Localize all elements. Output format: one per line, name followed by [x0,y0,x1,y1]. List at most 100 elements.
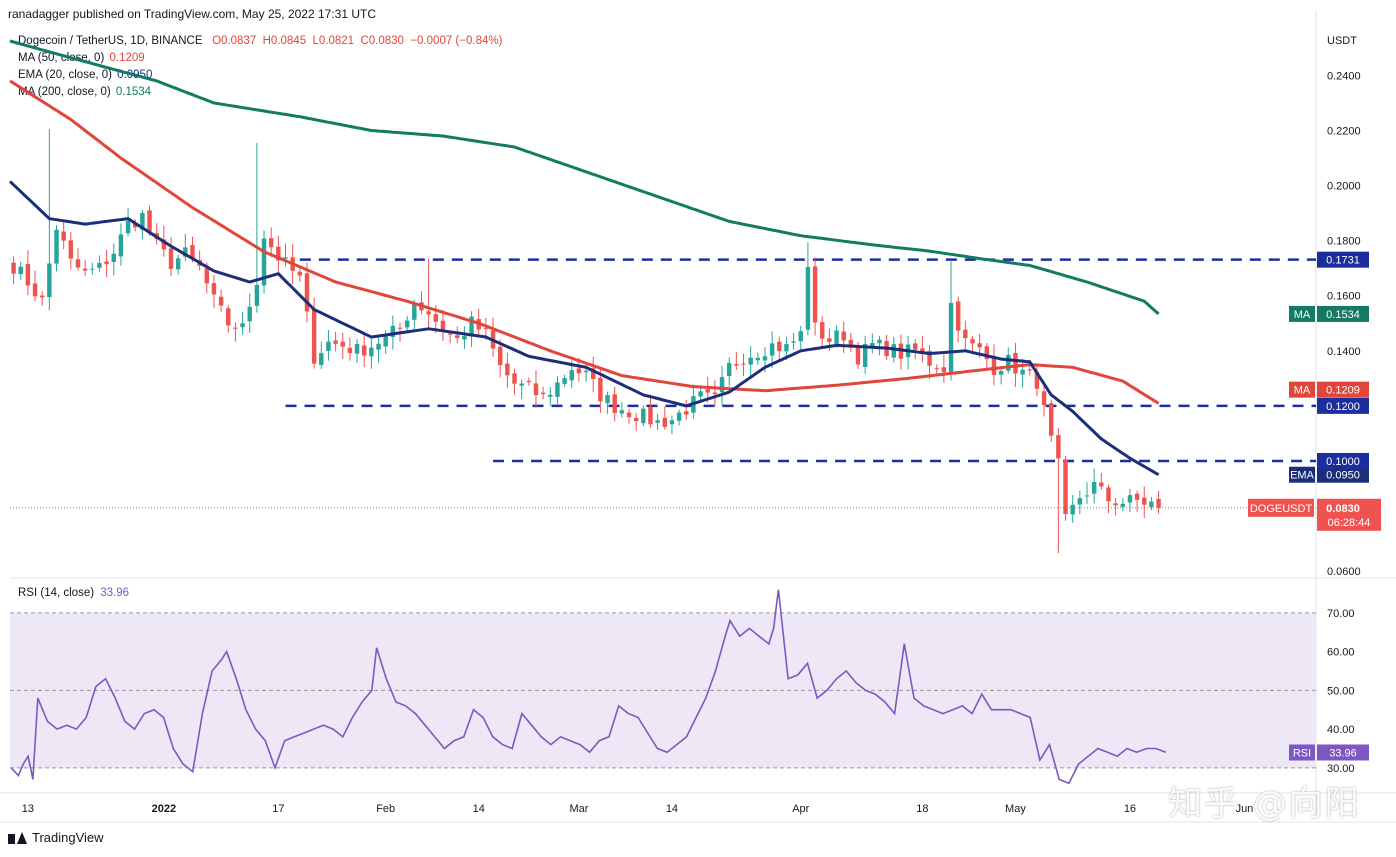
candle-body [741,363,746,365]
open-value: O0.0837 [212,35,257,47]
rsi-tick-label: 70.00 [1327,608,1355,620]
candle-body [1099,482,1104,487]
candle-body [791,341,796,343]
ma50-value: 0.1209 [109,52,145,64]
candle-body [669,420,675,425]
candle-body [719,377,725,393]
candle-body [583,370,589,373]
candle-body [569,370,574,381]
ma200-label: MA (200, close, 0) [18,86,111,98]
candle-body [397,327,403,329]
axis-tag-value: 0.1209 [1326,385,1360,397]
level-tag-label: 0.1200 [1326,401,1360,413]
rsi-value: 33.96 [100,587,130,599]
candle-body [633,417,639,422]
candle-body [662,417,668,427]
candle-body [913,343,918,350]
rsi-tick-label: 30.00 [1327,763,1355,775]
candle-body [11,262,16,274]
candle-body [755,357,761,361]
price-tick-label: 0.2200 [1327,126,1361,138]
candle-body [1156,498,1161,508]
countdown-label: 06:28:44 [1328,517,1371,529]
candle-body [1027,369,1032,371]
current-price-tag-bg [1317,498,1381,531]
candle-body [118,234,124,257]
price-tick-label: 0.2000 [1327,181,1361,193]
candle-body [90,268,95,270]
candle-body [268,238,274,248]
close-value: C0.0830 [360,35,404,47]
axis-tag: MA 0.1209 [1289,381,1369,398]
candle-body [68,240,74,259]
level-tag-label: 0.1731 [1326,255,1360,267]
candle-body [383,334,388,347]
candle-body [512,373,517,384]
candle-body [655,420,660,423]
candle-body [941,367,947,373]
candle-body [1077,498,1083,505]
axis-tag-label: MA [1294,385,1311,397]
ma200-legend[interactable]: MA (200, close, 0) 0.1534 [18,86,151,98]
candle-body [168,248,174,269]
candle-body [1006,354,1011,371]
candle-body [934,368,939,370]
candle-body [612,394,617,413]
candle-body [891,344,897,358]
candle-body [726,363,732,377]
price-tick-label: 0.0600 [1327,566,1361,578]
candle-body [97,262,102,268]
candle-body [226,308,231,326]
candle-body [684,411,689,415]
axis-tag: EMA 0.0950 [1289,466,1369,483]
candle-body [977,343,982,348]
candle-body [426,311,431,315]
candle-body [1142,497,1147,505]
candle-body [784,344,789,352]
level-tag-bg [1317,397,1369,414]
rsi-legend[interactable]: RSI (14, close) 33.96 [18,587,129,599]
candle-body [47,263,52,298]
candle-body [304,273,310,312]
time-tick-label: 13 [22,803,34,815]
candle-body [827,338,832,342]
candle-body [955,301,961,331]
change-value: −0.0007 (−0.84%) [410,35,503,47]
candle-body [1013,352,1018,374]
price-axis-unit: USDT [1327,35,1357,47]
candle-body [183,247,188,257]
candle-body [1084,495,1090,497]
candle-body [927,350,932,366]
candle-body [333,340,338,344]
time-tick-label: 16 [1124,803,1136,815]
candle-body [276,246,281,261]
candle-body [133,222,138,228]
candle-body [354,344,360,354]
candle-body [948,302,954,372]
candle-body [648,406,653,425]
candle-body [347,347,353,354]
candle-body [676,412,682,421]
watermark: 知乎 @向阳 [1168,784,1361,824]
candle-body [505,363,510,376]
candle-body [591,368,596,379]
candle-body [233,327,238,329]
ema20-label: EMA (20, close, 0) [18,69,112,81]
candle-body [1134,493,1140,500]
footer-brand: TradingView [32,830,104,845]
time-tick-label: 17 [272,803,284,815]
time-tick-label: 2022 [152,803,176,815]
candle-body [1056,435,1061,459]
candle-body [998,371,1004,375]
axis-tag-value-bg [1317,381,1369,398]
candle-body [362,345,367,356]
candle-body [540,392,546,395]
symbol-legend[interactable]: Dogecoin / TetherUS, 1D, BINANCE O0.0837… [18,35,502,47]
axis-tag-value-bg [1317,466,1369,483]
candle-body [526,380,532,383]
candle-body [605,395,610,404]
candle-body [1063,459,1068,515]
candle-body [576,368,582,374]
rsi-label: RSI (14, close) [18,587,95,599]
